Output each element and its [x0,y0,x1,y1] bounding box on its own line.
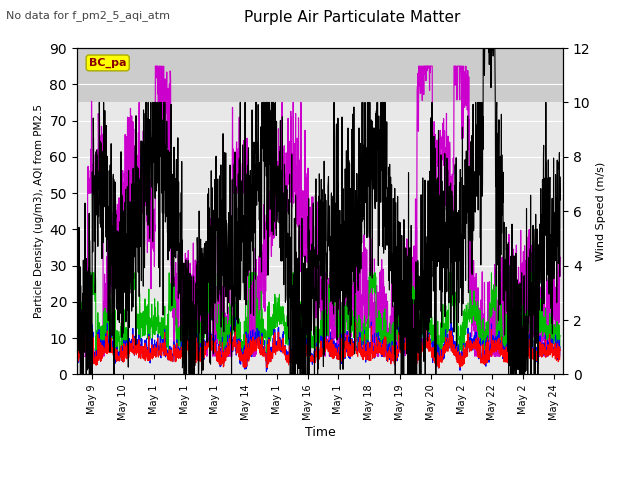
Y-axis label: Particle Density (ug/m3), AQI from PM2.5: Particle Density (ug/m3), AQI from PM2.5 [34,104,44,318]
Y-axis label: Wind Speed (m/s): Wind Speed (m/s) [596,162,606,261]
Text: Purple Air Particulate Matter: Purple Air Particulate Matter [244,10,460,24]
Text: BC_pa: BC_pa [89,58,127,68]
Bar [77,48,563,102]
Text: No data for f_pm2_5_aqi_atm: No data for f_pm2_5_aqi_atm [6,10,170,21]
X-axis label: Time: Time [305,426,335,439]
